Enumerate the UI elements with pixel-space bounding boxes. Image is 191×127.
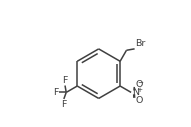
Text: F: F [61, 100, 66, 109]
Text: +: + [136, 87, 142, 93]
Text: F: F [62, 76, 68, 85]
Text: −: − [138, 80, 144, 86]
Text: O: O [135, 96, 142, 105]
Text: N: N [132, 88, 139, 97]
Text: Br: Br [135, 39, 146, 48]
Text: F: F [53, 88, 59, 97]
Text: O: O [135, 80, 142, 89]
